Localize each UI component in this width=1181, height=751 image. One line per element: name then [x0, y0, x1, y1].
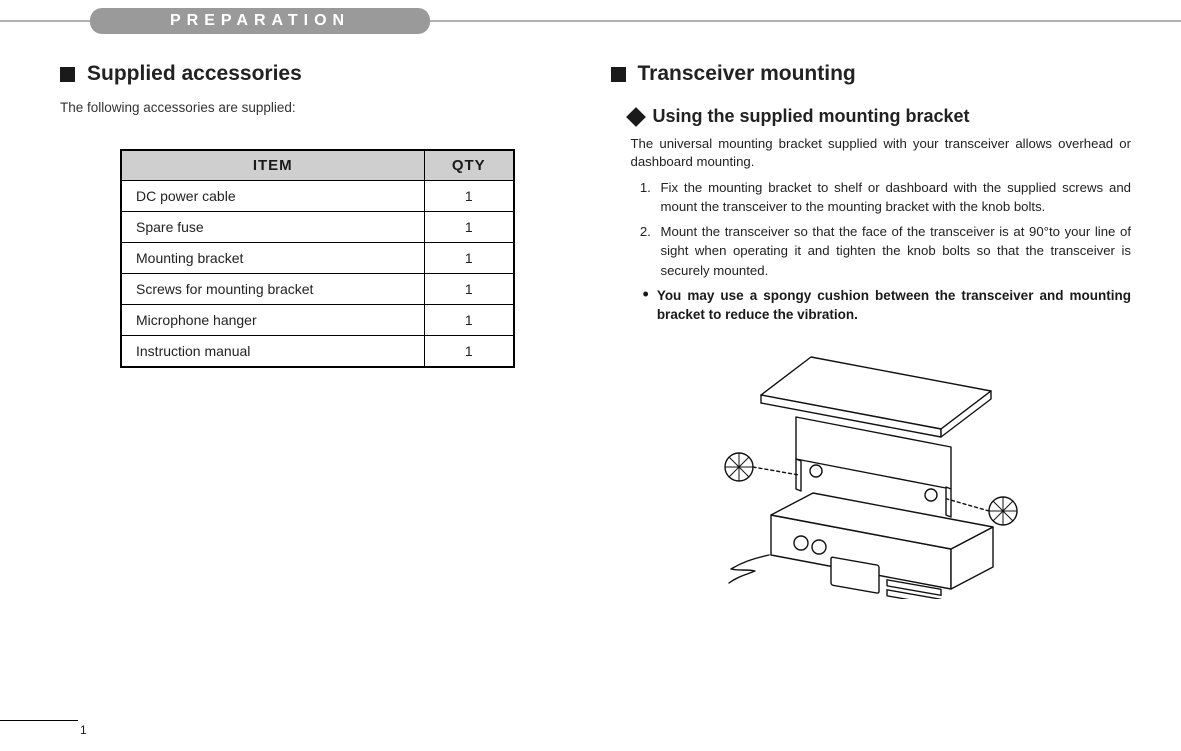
table-row: Instruction manual1: [121, 336, 514, 368]
square-bullet-icon: [611, 67, 626, 82]
cell-item: DC power cable: [121, 181, 424, 212]
rule-left: [0, 20, 90, 22]
left-column: Supplied accessories The following acces…: [60, 62, 581, 599]
intro-text: The following accessories are supplied:: [60, 100, 581, 115]
header-bar: PREPARATION: [0, 8, 1181, 34]
cell-qty: 1: [424, 274, 514, 305]
mounting-steps: Fix the mounting bracket to shelf or das…: [651, 178, 1132, 280]
cell-item: Screws for mounting bracket: [121, 274, 424, 305]
mounting-illustration: [611, 339, 1132, 599]
cell-qty: 1: [424, 336, 514, 368]
diamond-bullet-icon: [626, 107, 646, 127]
accessories-table: ITEM QTY DC power cable1 Spare fuse1 Mou…: [120, 149, 515, 368]
table-row: Spare fuse1: [121, 212, 514, 243]
subheading-using-bracket: Using the supplied mounting bracket: [653, 106, 970, 127]
mounting-paragraph: The universal mounting bracket supplied …: [631, 135, 1132, 172]
square-bullet-icon: [60, 67, 75, 82]
heading-row-right: Transceiver mounting: [611, 62, 1132, 86]
tip-row: • You may use a spongy cushion between t…: [643, 286, 1132, 325]
heading-row-left: Supplied accessories: [60, 62, 581, 86]
transceiver-mounting-diagram-icon: [701, 339, 1041, 599]
footer-rule: [0, 720, 78, 722]
cell-qty: 1: [424, 181, 514, 212]
cell-qty: 1: [424, 305, 514, 336]
rule-right: [430, 20, 1181, 22]
section-banner: PREPARATION: [90, 8, 430, 34]
subheading-row: Using the supplied mounting bracket: [629, 106, 1132, 127]
cell-qty: 1: [424, 243, 514, 274]
cell-item: Mounting bracket: [121, 243, 424, 274]
cell-item: Instruction manual: [121, 336, 424, 368]
step-1: Fix the mounting bracket to shelf or das…: [655, 178, 1132, 216]
cell-item: Spare fuse: [121, 212, 424, 243]
table-row: Microphone hanger1: [121, 305, 514, 336]
heading-transceiver-mounting: Transceiver mounting: [638, 62, 856, 86]
heading-supplied-accessories: Supplied accessories: [87, 62, 302, 86]
right-column: Transceiver mounting Using the supplied …: [611, 62, 1132, 599]
cell-item: Microphone hanger: [121, 305, 424, 336]
tip-text: You may use a spongy cushion between the…: [657, 286, 1131, 325]
bullet-dot-icon: •: [643, 285, 649, 325]
table-row: Mounting bracket1: [121, 243, 514, 274]
page-body: Supplied accessories The following acces…: [0, 34, 1181, 609]
table-row: DC power cable1: [121, 181, 514, 212]
page-number: 1: [80, 723, 87, 737]
table-header-qty: QTY: [424, 150, 514, 181]
table-header-item: ITEM: [121, 150, 424, 181]
step-2: Mount the transceiver so that the face o…: [655, 222, 1132, 279]
cell-qty: 1: [424, 212, 514, 243]
table-row: Screws for mounting bracket1: [121, 274, 514, 305]
